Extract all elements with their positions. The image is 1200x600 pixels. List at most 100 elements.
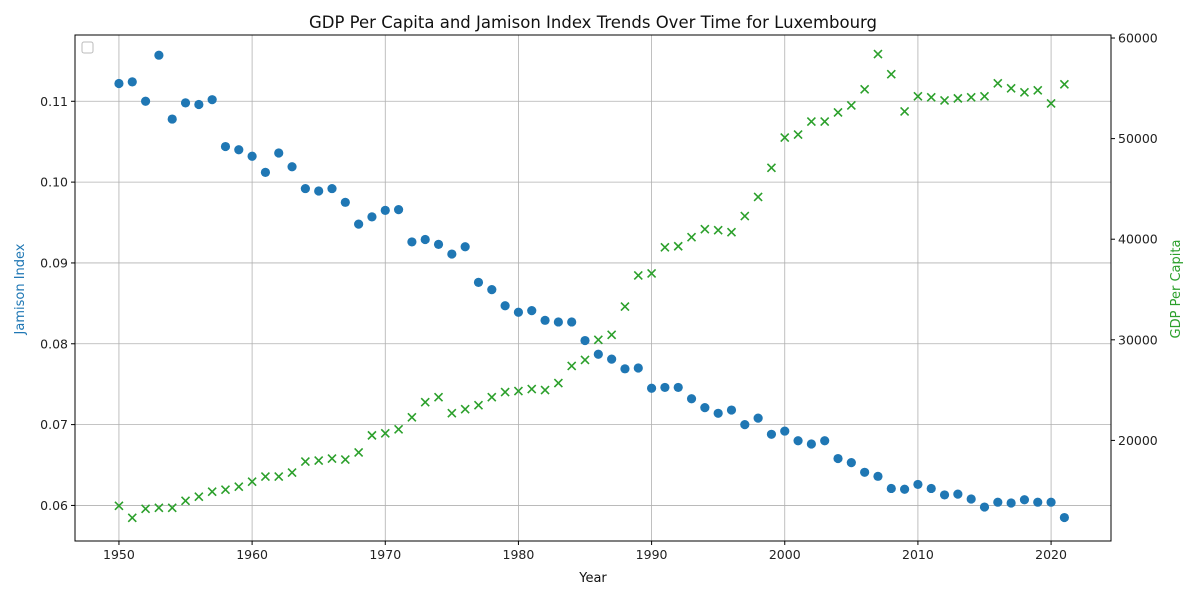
gdp-point — [979, 91, 990, 101]
gdp-point — [726, 227, 737, 237]
gdp-point — [287, 468, 297, 478]
gdp-point — [1033, 85, 1043, 95]
gdp-point — [154, 503, 164, 513]
gdp-point — [540, 385, 550, 395]
x-tick-label: 2010 — [902, 547, 934, 562]
gdp-point — [686, 232, 697, 242]
jamison-point — [247, 151, 257, 161]
gdp-point — [580, 355, 590, 365]
jamison-point — [340, 197, 350, 207]
jamison-point — [314, 186, 324, 196]
gdp-point — [553, 378, 563, 388]
x-tick-label: 1960 — [236, 547, 268, 562]
gdp-point — [753, 192, 763, 202]
jamison-point — [1019, 495, 1030, 505]
gdp-point — [833, 107, 843, 118]
jamison-point — [926, 483, 936, 494]
y-left-tick-label: 0.07 — [40, 417, 68, 432]
jamison-point — [234, 145, 244, 155]
jamison-point — [300, 183, 310, 194]
gdp-point — [1059, 79, 1069, 89]
gdp-series — [114, 49, 1069, 523]
y-right-tick-label: 20000 — [1118, 433, 1158, 448]
jamison-point — [993, 497, 1003, 507]
jamison-point — [553, 317, 563, 327]
gdp-point — [780, 133, 790, 143]
gdp-point — [647, 268, 657, 278]
gdp-point — [460, 404, 470, 414]
gdp-point — [167, 503, 177, 513]
gdp-point — [141, 504, 151, 514]
gdp-point — [593, 335, 603, 345]
gdp-point — [766, 163, 777, 173]
jamison-point — [460, 242, 470, 252]
gdp-point — [793, 130, 803, 140]
jamison-point — [180, 98, 191, 108]
chart-title: GDP Per Capita and Jamison Index Trends … — [309, 13, 877, 32]
gdp-point — [513, 386, 523, 396]
jamison-point — [1059, 512, 1069, 523]
jamison-point — [700, 403, 710, 413]
jamison-point — [1006, 498, 1016, 508]
gdp-point — [527, 384, 537, 394]
jamison-point — [287, 162, 297, 172]
gdp-point — [260, 472, 270, 482]
gdp-point — [234, 482, 244, 492]
x-tick-label: 1980 — [503, 547, 535, 562]
jamison-point — [833, 453, 843, 464]
gdp-point — [473, 400, 484, 410]
x-axis: 1950 1960 1970 1980 1990 2000 2010 2020 — [103, 541, 1067, 562]
y-axis-left-label: Jamison Index — [13, 243, 28, 335]
jamison-point — [860, 467, 870, 477]
gdp-point — [1046, 98, 1056, 108]
y-left-tick-label: 0.08 — [40, 336, 68, 351]
gdp-point — [939, 95, 950, 105]
gdp-point — [180, 496, 191, 506]
gdp-point — [673, 241, 683, 251]
jamison-point — [207, 95, 217, 105]
gdp-point — [247, 477, 257, 487]
jamison-point — [393, 204, 404, 215]
y-axis-right-label: GDP Per Capita — [1169, 240, 1184, 339]
y-right-tick-label: 60000 — [1118, 31, 1158, 46]
gdp-point — [447, 408, 457, 418]
x-tick-label: 1970 — [369, 547, 401, 562]
gdp-point — [700, 224, 710, 234]
gdp-point — [806, 116, 816, 127]
jamison-point — [327, 183, 337, 194]
gdp-point — [314, 455, 324, 466]
jamison-point — [1033, 497, 1043, 507]
jamison-point — [899, 484, 910, 494]
jamison-point — [513, 307, 524, 317]
gdp-point — [207, 487, 217, 497]
jamison-point — [607, 354, 617, 364]
gridlines — [75, 35, 1111, 541]
jamison-point — [660, 382, 670, 393]
gdp-point — [194, 492, 204, 502]
jamison-point — [673, 382, 683, 393]
jamison-point — [194, 99, 204, 110]
gdp-point — [993, 78, 1003, 88]
jamison-point — [380, 205, 390, 216]
gdp-point — [127, 513, 137, 523]
gdp-point — [340, 454, 350, 465]
gdp-point — [354, 447, 364, 458]
jamison-point — [939, 490, 950, 500]
jamison-point — [260, 167, 271, 178]
y-right-tick-label: 40000 — [1118, 232, 1158, 247]
gdp-point — [607, 330, 617, 340]
gdp-point — [966, 92, 976, 102]
gdp-point — [274, 472, 284, 482]
gdp-point — [633, 270, 643, 280]
gdp-point — [433, 392, 444, 402]
jamison-point — [740, 420, 750, 430]
jamison-point — [806, 439, 816, 449]
gdp-point — [926, 92, 936, 102]
plot-frame — [74, 34, 1112, 542]
gdp-point — [327, 453, 337, 464]
jamison-point — [567, 317, 577, 327]
gdp-point — [380, 428, 390, 438]
gdp-point — [886, 69, 896, 79]
gdp-point — [713, 225, 723, 235]
gdp-point — [913, 91, 923, 101]
